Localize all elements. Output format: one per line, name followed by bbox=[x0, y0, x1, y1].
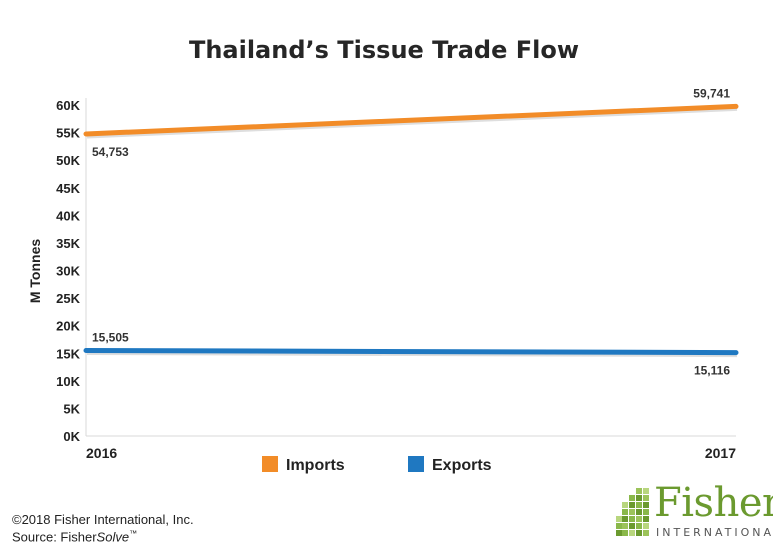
y-axis-label: M Tonnes bbox=[27, 239, 43, 304]
series-line-imports bbox=[83, 103, 739, 137]
logo-grid-icon bbox=[616, 488, 649, 536]
legend: Imports Exports bbox=[262, 456, 492, 474]
y-tick-label: 60K bbox=[56, 98, 80, 113]
copyright-text: ©2018 Fisher International, Inc. bbox=[12, 512, 194, 527]
y-tick-label: 50K bbox=[56, 153, 80, 168]
y-tick-label: 55K bbox=[56, 126, 80, 141]
y-tick-label: 20K bbox=[56, 319, 80, 334]
y-tick-label: 40K bbox=[56, 208, 80, 223]
series-lines bbox=[83, 103, 739, 358]
y-tick-label: 5K bbox=[63, 401, 80, 416]
y-tick-label: 10K bbox=[56, 374, 80, 389]
y-tick-label: 30K bbox=[56, 264, 80, 279]
fisher-logo: Fisher INTERNATIONAL bbox=[616, 480, 773, 546]
y-tick-label: 35K bbox=[56, 236, 80, 251]
x-tick-label: 2016 bbox=[86, 445, 117, 461]
trademark-mark: ™ bbox=[129, 529, 138, 538]
x-tick-label: 2017 bbox=[705, 445, 736, 461]
source-italic: Solve bbox=[96, 529, 130, 545]
data-label: 15,505 bbox=[92, 330, 129, 344]
logo-wordmark: Fisher bbox=[654, 480, 773, 526]
y-tick-labels: 0K 5K 10K 15K 20K 25K 30K 35K 40K 45K 50K 55K 60K bbox=[56, 98, 80, 444]
y-tick-label: 15K bbox=[56, 346, 80, 361]
legend-label-imports: Imports bbox=[286, 457, 345, 474]
y-tick-label: 45K bbox=[56, 181, 80, 196]
chart-title: Thailand’s Tissue Trade Flow bbox=[189, 36, 579, 64]
legend-swatch-exports bbox=[408, 456, 424, 472]
legend-label-exports: Exports bbox=[432, 457, 492, 474]
data-labels: 54,753 59,741 15,505 15,116 bbox=[92, 86, 730, 377]
x-tick-labels: 2016 2017 bbox=[86, 445, 736, 461]
data-label: 59,741 bbox=[693, 86, 730, 100]
data-label: 15,116 bbox=[694, 364, 730, 378]
legend-swatch-imports bbox=[262, 456, 278, 472]
data-label: 54,753 bbox=[92, 145, 129, 159]
y-tick-label: 0K bbox=[63, 429, 80, 444]
logo-subtitle: INTERNATIONAL bbox=[656, 526, 773, 539]
source-text: Source: FisherSolve™ bbox=[12, 529, 137, 544]
source-prefix: Source: Fisher bbox=[12, 529, 97, 545]
series-line-exports bbox=[83, 347, 739, 356]
y-tick-label: 25K bbox=[56, 291, 80, 306]
